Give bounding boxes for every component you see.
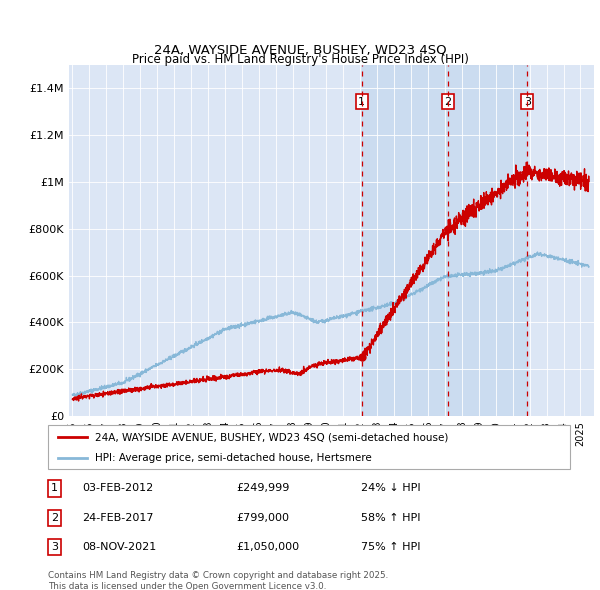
Text: 75% ↑ HPI: 75% ↑ HPI (361, 542, 421, 552)
Text: 03-FEB-2012: 03-FEB-2012 (82, 483, 153, 493)
FancyBboxPatch shape (48, 425, 570, 469)
Text: 08-NOV-2021: 08-NOV-2021 (82, 542, 156, 552)
Text: 2: 2 (51, 513, 58, 523)
Text: £1,050,000: £1,050,000 (236, 542, 299, 552)
Text: 24A, WAYSIDE AVENUE, BUSHEY, WD23 4SQ: 24A, WAYSIDE AVENUE, BUSHEY, WD23 4SQ (154, 43, 446, 56)
Text: 24-FEB-2017: 24-FEB-2017 (82, 513, 154, 523)
Text: This data is licensed under the Open Government Licence v3.0.: This data is licensed under the Open Gov… (48, 582, 326, 590)
Text: 24% ↓ HPI: 24% ↓ HPI (361, 483, 421, 493)
Text: 3: 3 (51, 542, 58, 552)
Text: 2: 2 (444, 97, 451, 107)
Text: Price paid vs. HM Land Registry's House Price Index (HPI): Price paid vs. HM Land Registry's House … (131, 53, 469, 66)
Text: 1: 1 (51, 483, 58, 493)
Text: 3: 3 (524, 97, 531, 107)
Text: £249,999: £249,999 (236, 483, 289, 493)
Text: 1: 1 (358, 97, 365, 107)
Text: HPI: Average price, semi-detached house, Hertsmere: HPI: Average price, semi-detached house,… (95, 453, 372, 463)
Bar (362, 65, 527, 416)
Text: 24A, WAYSIDE AVENUE, BUSHEY, WD23 4SQ (semi-detached house): 24A, WAYSIDE AVENUE, BUSHEY, WD23 4SQ (s… (95, 432, 448, 442)
Text: 58% ↑ HPI: 58% ↑ HPI (361, 513, 421, 523)
Text: £799,000: £799,000 (236, 513, 289, 523)
Text: Contains HM Land Registry data © Crown copyright and database right 2025.: Contains HM Land Registry data © Crown c… (48, 571, 388, 580)
